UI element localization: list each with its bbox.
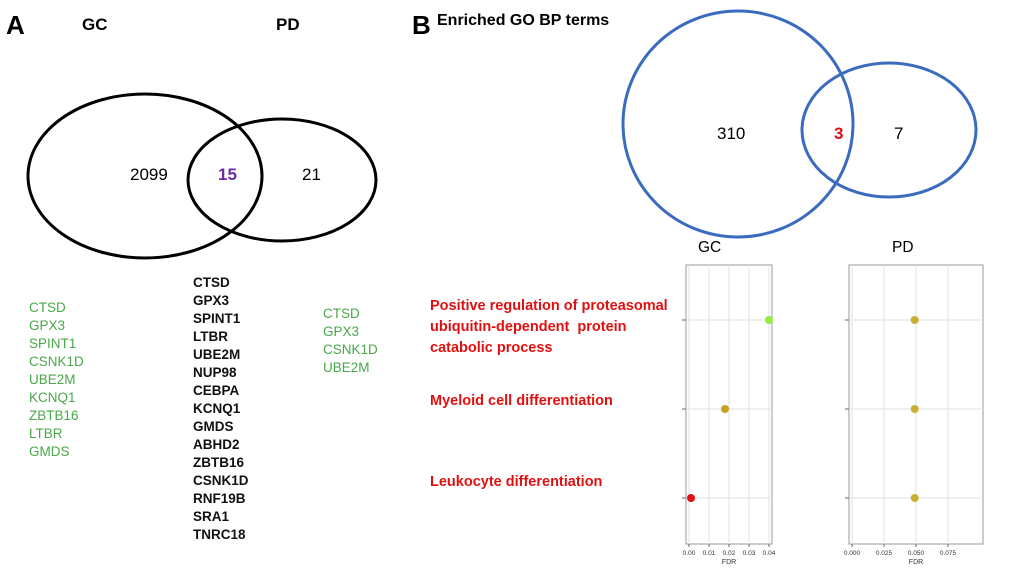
- panel-a-label-gc: GC: [82, 15, 108, 34]
- venn-diagram-genes: [26, 92, 378, 260]
- gene-gc-item: ZBTB16: [29, 408, 79, 423]
- gene-overlap-item: TNRC18: [193, 527, 246, 542]
- gene-overlap-item: CTSD: [193, 275, 230, 290]
- gene-overlap-item: CEBPA: [193, 383, 240, 398]
- gene-overlap-item: ABHD2: [193, 437, 240, 452]
- gene-overlap-item: NUP98: [193, 365, 237, 380]
- gene-overlap-item: SPINT1: [193, 311, 241, 326]
- gene-overlap-item: UBE2M: [193, 347, 241, 362]
- x-tick-label: 0.02: [723, 550, 736, 557]
- gene-gc-item: SPINT1: [29, 336, 77, 351]
- gene-list-overlap: CTSD GPX3 SPINT1 LTBR UBE2M NUP98 CEBPA KCNQ1 GM…: [193, 274, 249, 544]
- gene-gc-item: GPX3: [29, 318, 66, 333]
- gene-overlap-item: GPX3: [193, 293, 230, 308]
- venn-b-circle-pd: [800, 61, 978, 199]
- venn-b-count-gc-only: 310: [717, 124, 746, 143]
- x-tick-label: 0.050: [908, 550, 925, 557]
- gene-overlap-item: GMDS: [193, 419, 234, 434]
- venn-b-count-overlap: 3: [834, 124, 844, 143]
- gene-gc-item: LTBR: [29, 426, 63, 441]
- dotplot-gc: 0.00 0.01 0.02 0.03 0.04 FDR: [682, 264, 776, 566]
- venn-diagram-go-terms: [621, 9, 978, 239]
- venn-circle-pd: [186, 117, 378, 243]
- gene-gc-item: KCNQ1: [29, 390, 76, 405]
- x-tick-label: 0.04: [763, 550, 776, 557]
- panel-a-letter: A: [6, 10, 25, 40]
- x-tick-label: 0.000: [844, 550, 861, 557]
- venn-a-count-pd-only: 21: [302, 165, 321, 184]
- gene-overlap-item: SRA1: [193, 509, 230, 524]
- dotplot-pd: 0.000 0.025 0.050 0.075 FDR: [844, 264, 984, 566]
- gene-gc-item: CSNK1D: [29, 354, 84, 369]
- panel-a-label-pd: PD: [276, 15, 300, 34]
- x-axis-label: FDR: [722, 559, 736, 566]
- venn-b-circle-gc: [621, 9, 855, 239]
- panel-b-title: Enriched GO BP terms: [437, 12, 610, 29]
- x-tick-label: 0.01: [703, 550, 716, 557]
- panel-b-letter: B: [412, 10, 431, 40]
- dotplot-pd-title: PD: [892, 239, 914, 256]
- data-point: [910, 494, 919, 502]
- go-term-label-3: Leukocyte differentiation: [430, 472, 602, 493]
- go-term-label-2: Myeloid cell differentiation: [430, 391, 613, 412]
- venn-circle-gc: [26, 92, 264, 260]
- x-axis-label: FDR: [909, 559, 923, 566]
- venn-a-count-gc-only: 2099: [130, 165, 168, 184]
- gene-pd-item: CSNK1D: [323, 342, 378, 357]
- go-term-line: Myeloid cell differentiation: [430, 393, 613, 409]
- x-tick-label: 0.025: [876, 550, 893, 557]
- data-point: [910, 316, 919, 324]
- gene-overlap-item: KCNQ1: [193, 401, 241, 416]
- x-tick-label: 0.03: [743, 550, 756, 557]
- x-tick-label: 0.00: [683, 550, 696, 557]
- go-term-line: ubiquitin-dependent protein: [430, 319, 627, 335]
- gene-overlap-item: LTBR: [193, 329, 228, 344]
- gene-list-pd: CTSD GPX3 CSNK1D UBE2M: [323, 305, 378, 377]
- gene-pd-item: GPX3: [323, 324, 360, 339]
- data-point: [765, 316, 773, 324]
- go-term-label-1: Positive regulation of proteasomal ubiqui…: [430, 296, 668, 359]
- gene-overlap-item: RNF19B: [193, 491, 246, 506]
- venn-a-count-overlap: 15: [218, 165, 237, 184]
- go-term-line: Leukocyte differentiation: [430, 474, 603, 490]
- gene-gc-item: CTSD: [29, 300, 66, 315]
- gene-pd-item: UBE2M: [323, 360, 370, 375]
- gene-overlap-item: ZBTB16: [193, 455, 245, 470]
- gene-pd-item: CTSD: [323, 306, 360, 321]
- data-point: [687, 494, 695, 502]
- gene-overlap-item: CSNK1D: [193, 473, 249, 488]
- go-term-line: catabolic process: [430, 340, 553, 356]
- go-term-line: Positive regulation of proteasomal: [430, 298, 668, 314]
- gene-list-gc: CTSD GPX3 SPINT1 CSNK1D UBE2M KCNQ1 ZBTB16 LTBR…: [29, 299, 84, 461]
- x-tick-label: 0.075: [940, 550, 957, 557]
- data-point: [721, 405, 729, 413]
- data-point: [910, 405, 919, 413]
- gene-gc-item: UBE2M: [29, 372, 76, 387]
- venn-b-count-pd-only: 7: [894, 124, 904, 143]
- gene-gc-item: GMDS: [29, 444, 70, 459]
- dotplot-gc-title: GC: [698, 239, 722, 256]
